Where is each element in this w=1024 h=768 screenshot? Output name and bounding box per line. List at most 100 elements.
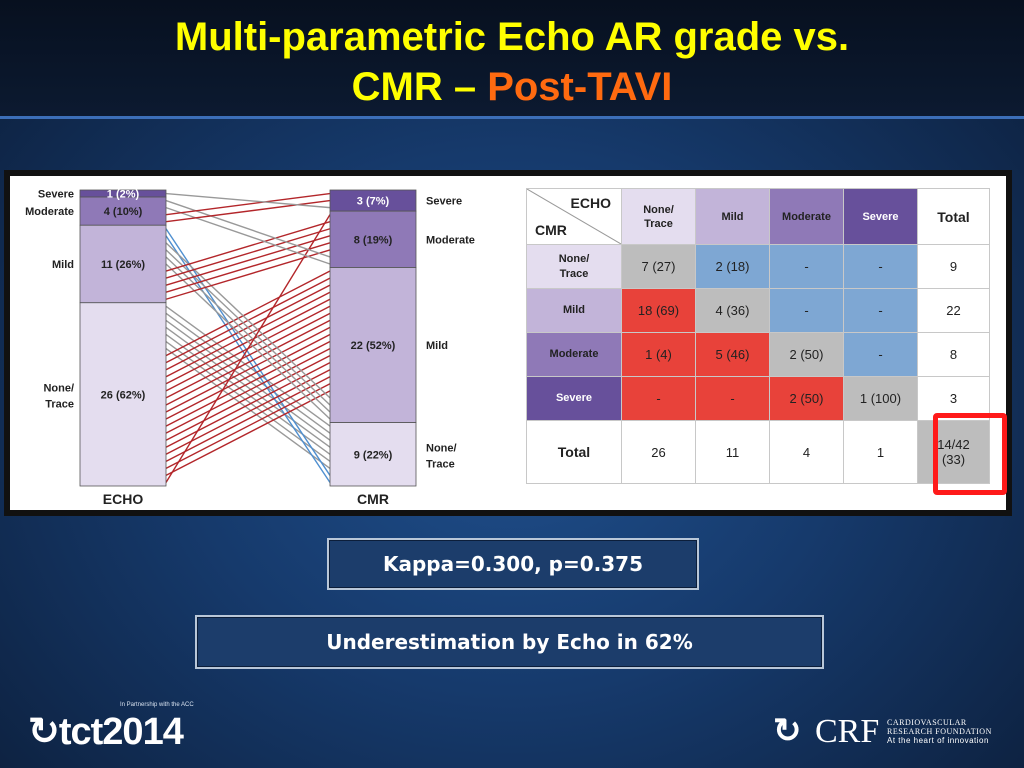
grade-label: Mild <box>426 340 448 352</box>
tct-year: 2014 <box>102 711 184 753</box>
bar-value-label: 26 (62%) <box>101 389 146 401</box>
reclassification-line <box>165 263 331 420</box>
grade-label: Severe <box>426 196 462 208</box>
table-cell: - <box>621 376 696 421</box>
table-cell: - <box>843 332 918 377</box>
crf-line-3: At the heart of innovation <box>887 736 989 745</box>
tct-wordmark: ↻tct2014 <box>28 711 184 753</box>
contingency-table: ECHO CMR None/Trace Mild Moderate Severe… <box>526 188 990 484</box>
row-header-none-trace: None/Trace <box>526 244 622 289</box>
table-cell: 2 (50) <box>769 376 844 421</box>
grand-total-text: 14/42 <box>937 437 970 452</box>
grade-bar <box>329 422 417 487</box>
row-total-cell: 8 <box>917 332 990 377</box>
reclassification-line <box>165 235 331 286</box>
title-accent: Post-TAVI <box>487 65 673 109</box>
reclassification-line <box>165 256 331 413</box>
col-header-total: Total <box>917 188 990 245</box>
row-header-text: None/ <box>558 252 590 265</box>
crf-logo: ↻ CRF CARDIOVASCULAR RESEARCH FOUNDATION… <box>773 712 1013 756</box>
bar-value-label: 1 (2%) <box>107 189 140 201</box>
grade-bar <box>79 196 167 226</box>
reclassification-line <box>165 199 331 223</box>
col-header-none-trace: None/Trace <box>621 188 696 245</box>
col-header-moderate: Moderate <box>769 188 844 245</box>
reclassification-line <box>165 242 331 399</box>
table-cell: 2 (50) <box>769 332 844 377</box>
grade-bar <box>79 302 167 487</box>
row-total-cell: 22 <box>917 288 990 333</box>
table-row: Severe - - 2 (50) 1 (100) 3 <box>526 376 990 421</box>
bar-value-label: 9 (22%) <box>354 449 393 461</box>
reclassification-line <box>165 354 331 441</box>
table-cell: - <box>769 288 844 333</box>
grade-label: None/ <box>426 442 457 454</box>
row-total-cell: 9 <box>917 244 990 289</box>
reclassification-line <box>165 390 331 477</box>
echo-axis-label: ECHO <box>103 491 144 507</box>
reclassification-line <box>165 362 331 448</box>
reclassification-line <box>165 326 331 448</box>
reclassification-line <box>165 249 331 406</box>
corner-echo-label: ECHO <box>570 195 611 211</box>
table-row: None/Trace 7 (27) 2 (18) - - 9 <box>526 244 990 289</box>
reclassification-line <box>165 319 331 441</box>
grade-label: Severe <box>38 189 74 201</box>
table-cell: - <box>843 288 918 333</box>
reclassification-line <box>165 221 331 272</box>
tct-name: tct <box>58 711 103 753</box>
bar-value-label: 3 (7%) <box>357 196 390 208</box>
row-header-total: Total <box>526 420 622 484</box>
grade-label: Trace <box>45 398 74 410</box>
slide-title: Multi-parametric Echo AR grade vs. CMR –… <box>0 12 1024 112</box>
grade-labels: 1 (2%) Severe 4 (10%) Moderate 11 (26%) Mild 2… <box>25 189 475 507</box>
table-cell: 7 (27) <box>621 244 696 289</box>
table-total-row: Total 26 11 4 1 14/42 (33) <box>526 420 990 484</box>
reclassification-line <box>165 376 331 462</box>
table-row: Moderate 1 (4) 5 (46) 2 (50) - 8 <box>526 332 990 377</box>
figure-panel-inner: 1 (2%) Severe 4 (10%) Moderate 11 (26%) Mild 2… <box>10 176 1007 510</box>
reclassification-line <box>165 228 331 279</box>
reclassification-line <box>165 242 331 293</box>
grade-bars <box>79 189 417 487</box>
reclassification-line <box>165 206 331 265</box>
tct-swirl-icon: ↻ <box>28 711 60 753</box>
grand-total-cell: 14/42 (33) <box>917 420 990 484</box>
bar-value-label: 4 (10%) <box>104 206 143 218</box>
title-line-2: CMR – Post-TAVI <box>0 62 1024 112</box>
reclassification-line <box>165 270 331 357</box>
cmr-axis-label: CMR <box>357 491 389 507</box>
col-header-text: None/ <box>643 203 674 216</box>
grand-total-highlight <box>933 413 1007 495</box>
crf-name: CRF <box>815 713 880 750</box>
table-cell: 5 (46) <box>695 332 770 377</box>
table-cell: - <box>769 244 844 289</box>
corner-cmr-label: CMR <box>535 222 567 238</box>
reclassification-line <box>165 369 331 455</box>
table-corner: ECHO CMR <box>526 188 622 245</box>
bar-value-label: 22 (52%) <box>351 340 396 352</box>
reclassification-lines <box>165 192 331 483</box>
table-cell: 1 (100) <box>843 376 918 421</box>
reclassification-line <box>165 312 331 434</box>
reclassification-line <box>165 249 331 300</box>
crf-line-1: CARDIOVASCULAR <box>887 718 967 727</box>
bar-value-label: 11 (26%) <box>101 259 145 271</box>
reclassification-line <box>165 347 331 434</box>
reclassification-line <box>165 192 331 216</box>
col-header-severe: Severe <box>843 188 918 245</box>
table-cell: - <box>695 376 770 421</box>
figure-panel: 1 (2%) Severe 4 (10%) Moderate 11 (26%) Mild 2… <box>4 170 1012 516</box>
table-cell: 1 (4) <box>621 332 696 377</box>
flow-diagram: 1 (2%) Severe 4 (10%) Moderate 11 (26%) Mild 2… <box>25 189 475 507</box>
reclassification-line <box>165 305 331 427</box>
table-cell: - <box>843 244 918 289</box>
grade-bar <box>79 224 167 304</box>
reclassification-line <box>165 312 331 399</box>
underestimation-box: Underestimation by Echo in 62% <box>195 615 824 669</box>
grade-label: Moderate <box>25 206 74 218</box>
corner-diagonal <box>527 189 621 244</box>
table-row: Mild 18 (69) 4 (36) - - 22 <box>526 288 990 333</box>
reclassification-line <box>165 199 331 258</box>
column-total-cell: 26 <box>621 420 696 484</box>
